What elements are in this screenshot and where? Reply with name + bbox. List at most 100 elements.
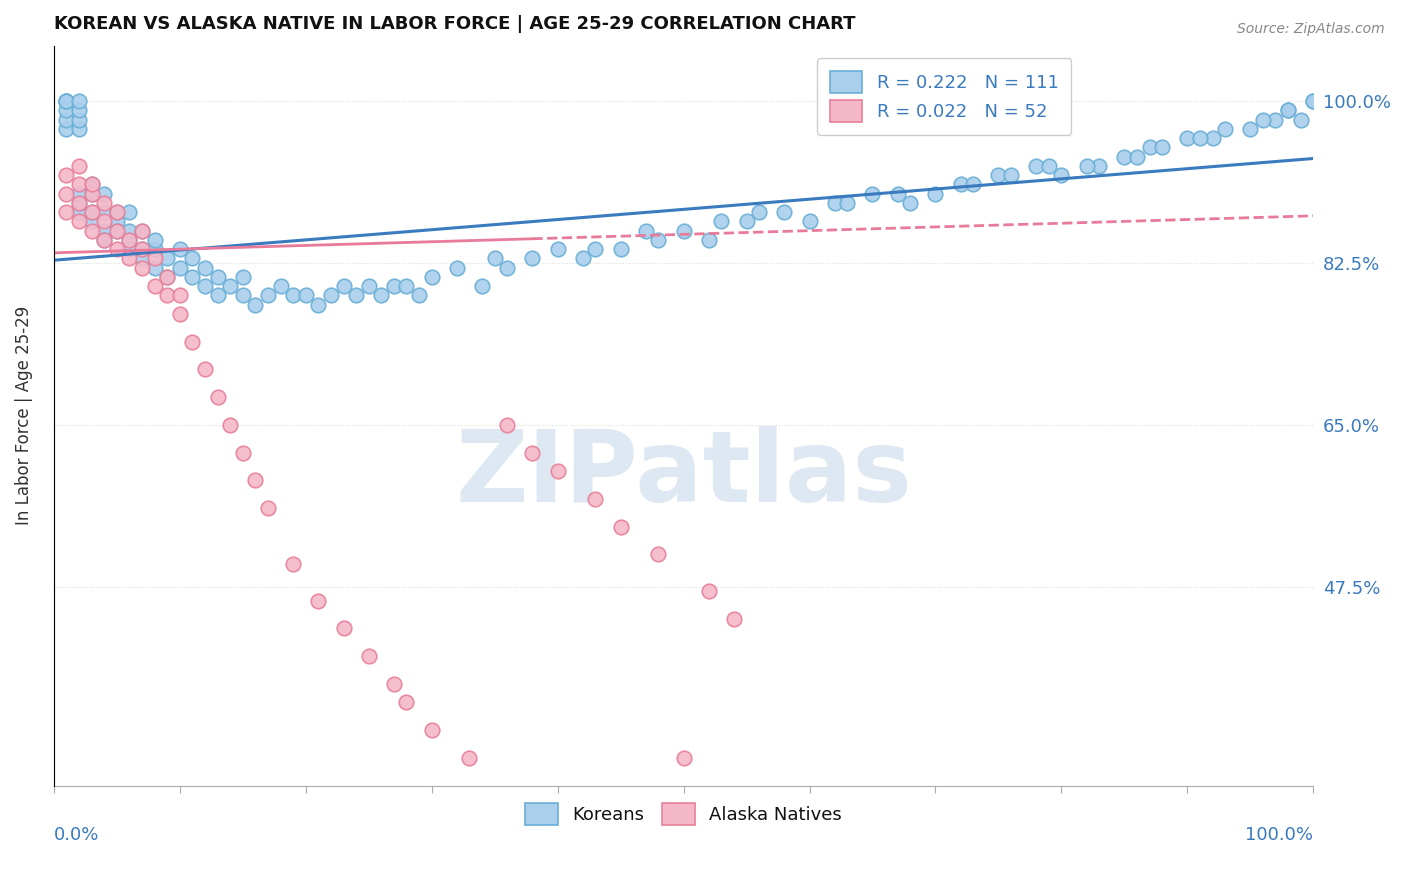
Point: [156, 252, 179, 266]
Point: [257, 288, 280, 302]
Point: [105, 214, 128, 228]
Point: [257, 501, 280, 516]
Y-axis label: In Labor Force | Age 25-29: In Labor Force | Age 25-29: [15, 306, 32, 525]
Point: [55, 186, 77, 201]
Point: [446, 260, 468, 275]
Point: [143, 242, 166, 256]
Text: 0.0%: 0.0%: [53, 826, 100, 844]
Point: [232, 445, 254, 459]
Point: [1088, 159, 1111, 173]
Point: [245, 474, 267, 488]
Point: [522, 445, 544, 459]
Point: [647, 233, 669, 247]
Point: [609, 519, 631, 533]
Point: [484, 252, 506, 266]
Point: [105, 205, 128, 219]
Point: [67, 214, 90, 228]
Point: [105, 205, 128, 219]
Point: [697, 233, 720, 247]
Point: [773, 205, 796, 219]
Text: ZIPatlas: ZIPatlas: [456, 426, 912, 524]
Point: [294, 288, 316, 302]
Point: [93, 224, 115, 238]
Point: [344, 288, 367, 302]
Point: [219, 417, 242, 432]
Point: [723, 612, 745, 626]
Point: [80, 186, 103, 201]
Point: [949, 178, 972, 192]
Point: [1201, 131, 1223, 145]
Point: [471, 279, 494, 293]
Point: [143, 279, 166, 293]
Point: [131, 260, 153, 275]
Point: [382, 677, 405, 691]
Point: [281, 557, 304, 571]
Point: [67, 112, 90, 127]
Point: [357, 279, 380, 293]
Point: [307, 593, 329, 607]
Point: [1114, 150, 1136, 164]
Point: [55, 94, 77, 108]
Point: [55, 205, 77, 219]
Point: [219, 279, 242, 293]
Point: [1050, 168, 1073, 182]
Point: [67, 195, 90, 210]
Point: [962, 178, 984, 192]
Point: [55, 112, 77, 127]
Point: [395, 695, 418, 709]
Point: [143, 233, 166, 247]
Point: [1251, 112, 1274, 127]
Point: [118, 233, 141, 247]
Point: [169, 242, 191, 256]
Point: [1213, 122, 1236, 136]
Point: [105, 242, 128, 256]
Point: [672, 224, 695, 238]
Point: [1175, 131, 1198, 145]
Point: [382, 279, 405, 293]
Point: [67, 94, 90, 108]
Point: [156, 269, 179, 284]
Point: [169, 288, 191, 302]
Point: [181, 252, 204, 266]
Point: [93, 233, 115, 247]
Point: [886, 186, 908, 201]
Point: [80, 224, 103, 238]
Point: [458, 751, 481, 765]
Point: [93, 205, 115, 219]
Point: [1038, 159, 1060, 173]
Point: [1139, 140, 1161, 154]
Point: [67, 122, 90, 136]
Point: [748, 205, 770, 219]
Point: [67, 195, 90, 210]
Point: [207, 288, 229, 302]
Point: [194, 260, 217, 275]
Point: [93, 233, 115, 247]
Point: [609, 242, 631, 256]
Point: [143, 260, 166, 275]
Point: [1264, 112, 1286, 127]
Point: [67, 159, 90, 173]
Point: [143, 252, 166, 266]
Point: [1076, 159, 1098, 173]
Point: [105, 224, 128, 238]
Point: [80, 205, 103, 219]
Point: [270, 279, 292, 293]
Point: [181, 334, 204, 349]
Point: [332, 279, 354, 293]
Point: [93, 186, 115, 201]
Point: [735, 214, 758, 228]
Point: [710, 214, 733, 228]
Point: [80, 178, 103, 192]
Point: [118, 233, 141, 247]
Point: [169, 307, 191, 321]
Point: [837, 195, 859, 210]
Point: [55, 94, 77, 108]
Point: [80, 214, 103, 228]
Point: [1277, 103, 1299, 118]
Point: [169, 260, 191, 275]
Point: [1239, 122, 1261, 136]
Point: [131, 242, 153, 256]
Point: [583, 491, 606, 506]
Text: 100.0%: 100.0%: [1246, 826, 1313, 844]
Point: [80, 205, 103, 219]
